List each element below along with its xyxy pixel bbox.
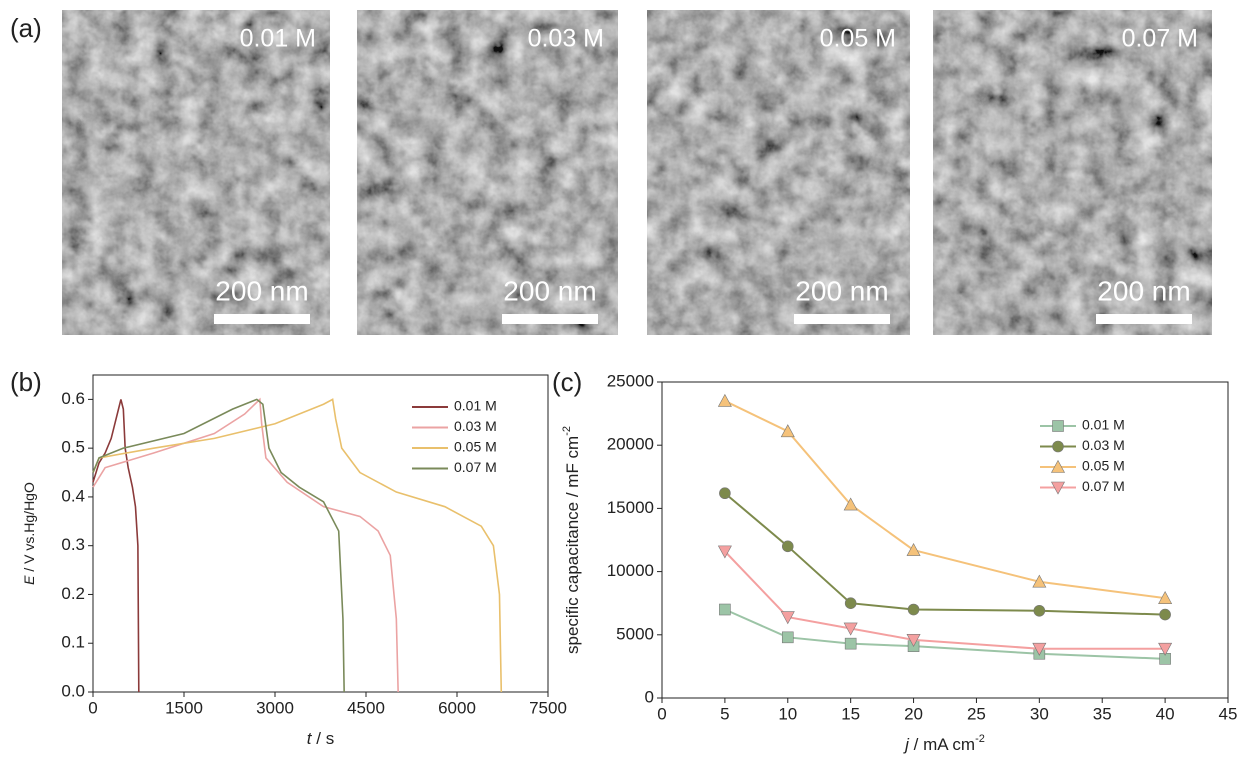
x-tick-label: 20 [904, 704, 923, 723]
legend-label: 0.01 M [454, 398, 497, 414]
series-line [93, 399, 139, 692]
y-tick-label: 0.6 [61, 389, 85, 408]
figure: (a) 0.01 M 200 nm 0.03 M 200 nm 0.05 M 200 nm… [0, 0, 1244, 765]
x-axis-label: j / mA cm-2 [903, 733, 985, 755]
marker [718, 394, 731, 406]
x-tick-label: 10 [778, 704, 797, 723]
x-tick-label: 45 [1219, 704, 1238, 723]
x-tick-label: 4500 [347, 698, 385, 717]
scale-bar [1096, 314, 1192, 324]
y-axis-unit: / V vs.Hg/HgO [21, 482, 37, 575]
legend-label: 0.07 M [1082, 478, 1125, 494]
x-tick-label: 40 [1156, 704, 1175, 723]
x-tick-label: 15 [841, 704, 860, 723]
concentration-label: 0.03 M [528, 25, 604, 53]
scale-bar-label: 200 nm [215, 275, 308, 306]
x-tick-label: 6000 [438, 698, 476, 717]
plot-frame [662, 382, 1228, 698]
y-tick-label: 25000 [607, 371, 654, 390]
y-tick-label: 5000 [616, 624, 654, 643]
concentration-label: 0.05 M [820, 25, 896, 53]
marker [781, 425, 794, 437]
x-tick-label: 25 [967, 704, 986, 723]
y-tick-label: 15000 [607, 498, 654, 517]
x-tick-label: 7500 [529, 698, 567, 717]
series-line [725, 493, 1165, 614]
marker [908, 604, 919, 615]
legend-label: 0.03 M [454, 418, 497, 434]
y-tick-label: 20000 [607, 435, 654, 454]
scale-bar [502, 314, 598, 324]
concentration-label: 0.01 M [240, 25, 316, 53]
scale-bar-label: 200 nm [1097, 275, 1190, 306]
legend-label: 0.07 M [454, 459, 497, 475]
x-axis-unit-exponent: -2 [975, 733, 985, 745]
x-tick-label: 0 [657, 704, 666, 723]
y-tick-label: 0.2 [61, 584, 85, 603]
legend-label: 0.05 M [454, 439, 497, 455]
y-axis-unit-exponent: -2 [561, 426, 573, 436]
x-tick-label: 3000 [256, 698, 294, 717]
y-tick-label: 0.3 [61, 535, 85, 554]
concentration-label: 0.07 M [1122, 25, 1198, 53]
panel-label: (a) [10, 13, 42, 43]
marker [845, 598, 856, 609]
chart: (b) 0 1500 3000 4500 6000 7500 0.0 0.1 0.2 0.3 0.4 0… [10, 367, 567, 749]
scale-bar [214, 314, 310, 324]
marker [1034, 605, 1045, 616]
y-axis-label: E / V vs.Hg/HgO [21, 482, 37, 585]
x-tick-label: 35 [1093, 704, 1112, 723]
marker [1160, 609, 1171, 620]
y-tick-label: 0.4 [61, 486, 85, 505]
y-tick-label: 0 [645, 687, 654, 706]
legend-label: 0.03 M [1082, 437, 1125, 453]
legend-label: 0.05 M [1082, 458, 1125, 474]
marker [719, 488, 730, 499]
x-axis-label: t / s [307, 729, 334, 748]
x-tick-label: 30 [1030, 704, 1049, 723]
marker [907, 544, 920, 556]
y-axis-label: specific capacitance / mF cm-2 [561, 426, 583, 654]
y-tick-label: 0.0 [61, 681, 85, 700]
scale-bar [794, 314, 890, 324]
marker [1053, 421, 1064, 432]
sem-panels: 0.01 M 200 nm 0.03 M 200 nm 0.05 M 200 nm 0.07… [62, 10, 1212, 335]
panel-label: (b) [10, 367, 42, 397]
y-tick-label: 0.5 [61, 438, 85, 457]
series-line [93, 399, 501, 692]
x-axis-unit: / mA cm [909, 735, 975, 754]
legend-label: 0.01 M [1082, 417, 1125, 433]
marker [782, 541, 793, 552]
y-tick-label: 0.1 [61, 633, 85, 652]
x-tick-label: 0 [88, 698, 97, 717]
panel-label: (c) [552, 367, 582, 397]
y-axis-unit: specific capacitance / mF cm [563, 436, 582, 654]
x-axis-unit: / s [312, 729, 335, 748]
chart: (c) 0 5 10 15 20 25 30 35 40 45 0 5000 10000 15000 2000… [552, 367, 1237, 755]
marker [1053, 441, 1064, 452]
marker [845, 638, 856, 649]
marker [782, 632, 793, 643]
marker [719, 604, 730, 615]
x-tick-label: 5 [720, 704, 729, 723]
y-tick-label: 10000 [607, 561, 654, 580]
x-tick-label: 1500 [165, 698, 203, 717]
scale-bar-label: 200 nm [795, 275, 888, 306]
series-line [93, 399, 344, 692]
scale-bar-label: 200 nm [503, 275, 596, 306]
